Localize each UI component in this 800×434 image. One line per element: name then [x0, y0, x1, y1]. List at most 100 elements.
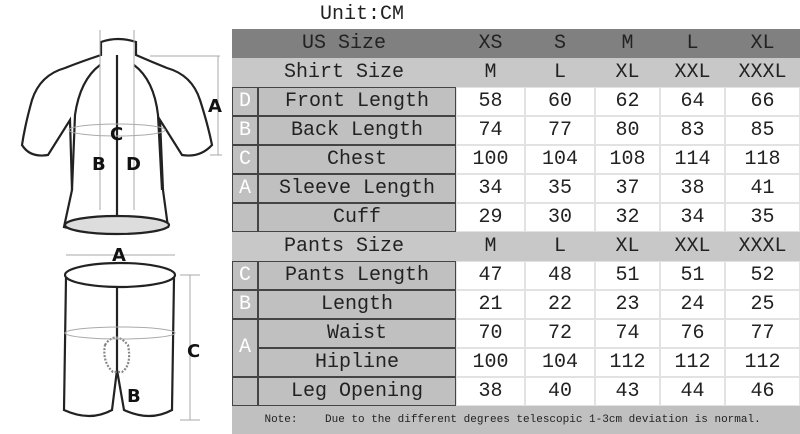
shorts-drawing	[62, 261, 177, 418]
measurement-value: 77	[525, 116, 595, 145]
size-header: XS	[456, 29, 525, 58]
measurement-value: 21	[456, 290, 525, 319]
measurement-value: 51	[660, 261, 725, 290]
measurement-value: 34	[456, 174, 525, 203]
measurement-value: 46	[725, 377, 800, 406]
measurement-value: 37	[595, 174, 660, 203]
measurement-value: 25	[725, 290, 800, 319]
shirt-size: M	[456, 58, 525, 87]
pants-size-label: Pants Size	[232, 232, 456, 261]
unit-label: Unit:CM	[232, 0, 800, 29]
measurement-letter: A	[232, 319, 258, 377]
measurement-value: 47	[456, 261, 525, 290]
shirt-size: XXXL	[725, 58, 800, 87]
measurement-value: 80	[595, 116, 660, 145]
us-size-label: US Size	[232, 29, 456, 58]
measurement-value: 83	[660, 116, 725, 145]
measurement-value: 30	[525, 203, 595, 232]
measurement-value: 24	[660, 290, 725, 319]
measurement-label: Waist	[258, 319, 456, 348]
measurement-value: 23	[595, 290, 660, 319]
measurement-value: 72	[525, 319, 595, 348]
measurement-value: 34	[660, 203, 725, 232]
measurement-value: 35	[725, 203, 800, 232]
measurement-value: 51	[595, 261, 660, 290]
measurement-label: Front Length	[258, 87, 456, 116]
measurement-value: 100	[456, 348, 525, 377]
measurement-value: 35	[525, 174, 595, 203]
measurement-letter	[232, 203, 258, 232]
note-text: Due to the different degrees telescopic …	[325, 413, 761, 426]
measurement-value: 58	[456, 87, 525, 116]
measurement-value: 40	[525, 377, 595, 406]
measurement-letter: B	[232, 116, 258, 145]
measurement-value: 66	[725, 87, 800, 116]
measurement-letter: D	[232, 87, 258, 116]
measurement-label: Pants Length	[258, 261, 456, 290]
measurement-value: 62	[595, 87, 660, 116]
measurement-label: Sleeve Length	[258, 174, 456, 203]
measurement-value: 43	[595, 377, 660, 406]
garment-measurement-illustration: A C B D A C B	[20, 30, 222, 421]
jersey-drawing	[20, 37, 214, 236]
measurement-value: 38	[660, 174, 725, 203]
measurement-letter: C	[232, 261, 258, 290]
measurement-value: 44	[660, 377, 725, 406]
pants-size: XXXL	[725, 232, 800, 261]
measurement-value: 104	[525, 145, 595, 174]
shirt-size: L	[525, 58, 595, 87]
size-header: S	[525, 29, 595, 58]
measurement-value: 104	[525, 348, 595, 377]
measurement-letter: C	[232, 145, 258, 174]
measurement-label: Length	[258, 290, 456, 319]
measurement-value: 41	[725, 174, 800, 203]
measurement-letter	[232, 377, 258, 406]
measurement-label: Back Length	[258, 116, 456, 145]
measurement-value: 29	[456, 203, 525, 232]
measurement-label: Cuff	[258, 203, 456, 232]
note-row: Note: Due to the different degrees telesc…	[232, 406, 800, 434]
pants-size: M	[456, 232, 525, 261]
measurement-value: 76	[660, 319, 725, 348]
jersey-label-b: B	[92, 154, 106, 175]
pants-size: XXL	[660, 232, 725, 261]
size-header: L	[660, 29, 725, 58]
measurement-value: 100	[456, 145, 525, 174]
measurement-value: 74	[456, 116, 525, 145]
jersey-label-a: A	[208, 96, 222, 117]
measurement-label: Hipline	[258, 348, 456, 377]
measurement-value: 112	[595, 348, 660, 377]
size-chart-table: Unit:CM US Size XS S M L XL Shirt Size M L XL XXL XX…	[232, 0, 800, 434]
shorts-label-b: B	[127, 386, 141, 407]
size-header: M	[595, 29, 660, 58]
pants-size: XL	[595, 232, 660, 261]
jersey-label-d: D	[126, 154, 141, 175]
shorts-label-c: C	[187, 341, 200, 362]
shorts-guides	[64, 254, 200, 421]
note-label: Note:	[264, 413, 298, 426]
measurement-value: 38	[456, 377, 525, 406]
measurement-label: Leg Opening	[258, 377, 456, 406]
measurement-value: 118	[725, 145, 800, 174]
measurement-letter: A	[232, 174, 258, 203]
measurement-value: 48	[525, 261, 595, 290]
shirt-size-label: Shirt Size	[232, 58, 456, 87]
measurement-value: 85	[725, 116, 800, 145]
measurement-value: 112	[725, 348, 800, 377]
measurement-value: 74	[595, 319, 660, 348]
size-header: XL	[725, 29, 800, 58]
shorts-label-a: A	[112, 245, 126, 266]
measurement-value: 70	[456, 319, 525, 348]
shirt-size: XXL	[660, 58, 725, 87]
measurement-value: 114	[660, 145, 725, 174]
measurement-value: 112	[660, 348, 725, 377]
jersey-label-c: C	[110, 124, 123, 145]
measurement-value: 77	[725, 319, 800, 348]
measurement-value: 52	[725, 261, 800, 290]
measurement-value: 22	[525, 290, 595, 319]
shirt-size: XL	[595, 58, 660, 87]
measurement-value: 60	[525, 87, 595, 116]
measurement-letter: B	[232, 290, 258, 319]
measurement-value: 108	[595, 145, 660, 174]
measurement-value: 64	[660, 87, 725, 116]
